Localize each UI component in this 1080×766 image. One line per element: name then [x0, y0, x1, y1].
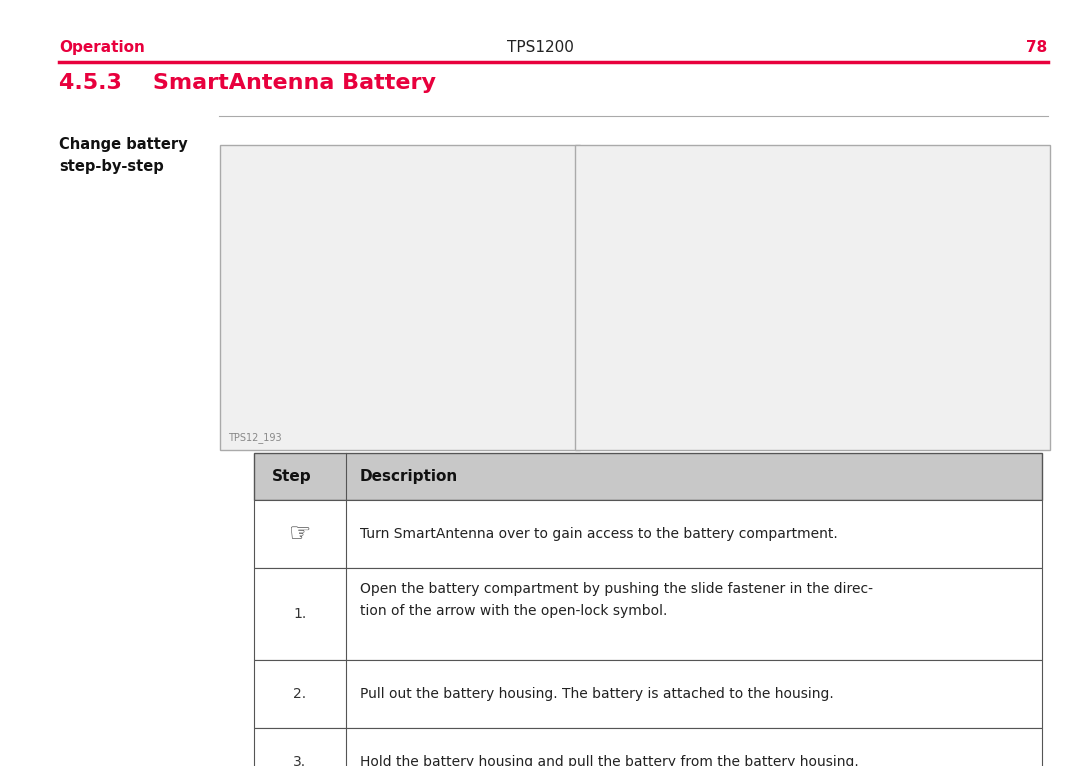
Text: step-by-step: step-by-step	[59, 159, 164, 174]
Text: tion of the arrow with the open-lock symbol.: tion of the arrow with the open-lock sym…	[360, 604, 667, 618]
Bar	[220, 145, 580, 450]
Bar	[254, 500, 1042, 568]
Bar	[254, 453, 1042, 500]
Text: Step: Step	[272, 469, 311, 484]
Text: Open the battery compartment by pushing the slide fastener in the direc-: Open the battery compartment by pushing …	[360, 582, 873, 596]
Text: 1.: 1.	[293, 607, 307, 621]
Text: TPS12_193: TPS12_193	[228, 432, 282, 443]
Text: Turn SmartAntenna over to gain access to the battery compartment.: Turn SmartAntenna over to gain access to…	[360, 527, 837, 541]
Bar	[254, 660, 1042, 728]
Bar	[575, 145, 1050, 450]
Text: Change battery: Change battery	[59, 137, 188, 152]
Text: 3.: 3.	[293, 755, 307, 766]
Text: Description: Description	[360, 469, 458, 484]
Text: Pull out the battery housing. The battery is attached to the housing.: Pull out the battery housing. The batter…	[360, 687, 834, 701]
Text: 78: 78	[1026, 40, 1048, 55]
Text: TPS1200: TPS1200	[507, 40, 573, 55]
Text: 4.5.3    SmartAntenna Battery: 4.5.3 SmartAntenna Battery	[59, 73, 436, 93]
Text: ☞: ☞	[288, 522, 311, 546]
Text: Hold the battery housing and pull the battery from the battery housing.: Hold the battery housing and pull the ba…	[360, 755, 859, 766]
Text: 2.: 2.	[293, 687, 307, 701]
Text: Operation: Operation	[59, 40, 146, 55]
Bar	[254, 568, 1042, 660]
Bar	[254, 728, 1042, 766]
